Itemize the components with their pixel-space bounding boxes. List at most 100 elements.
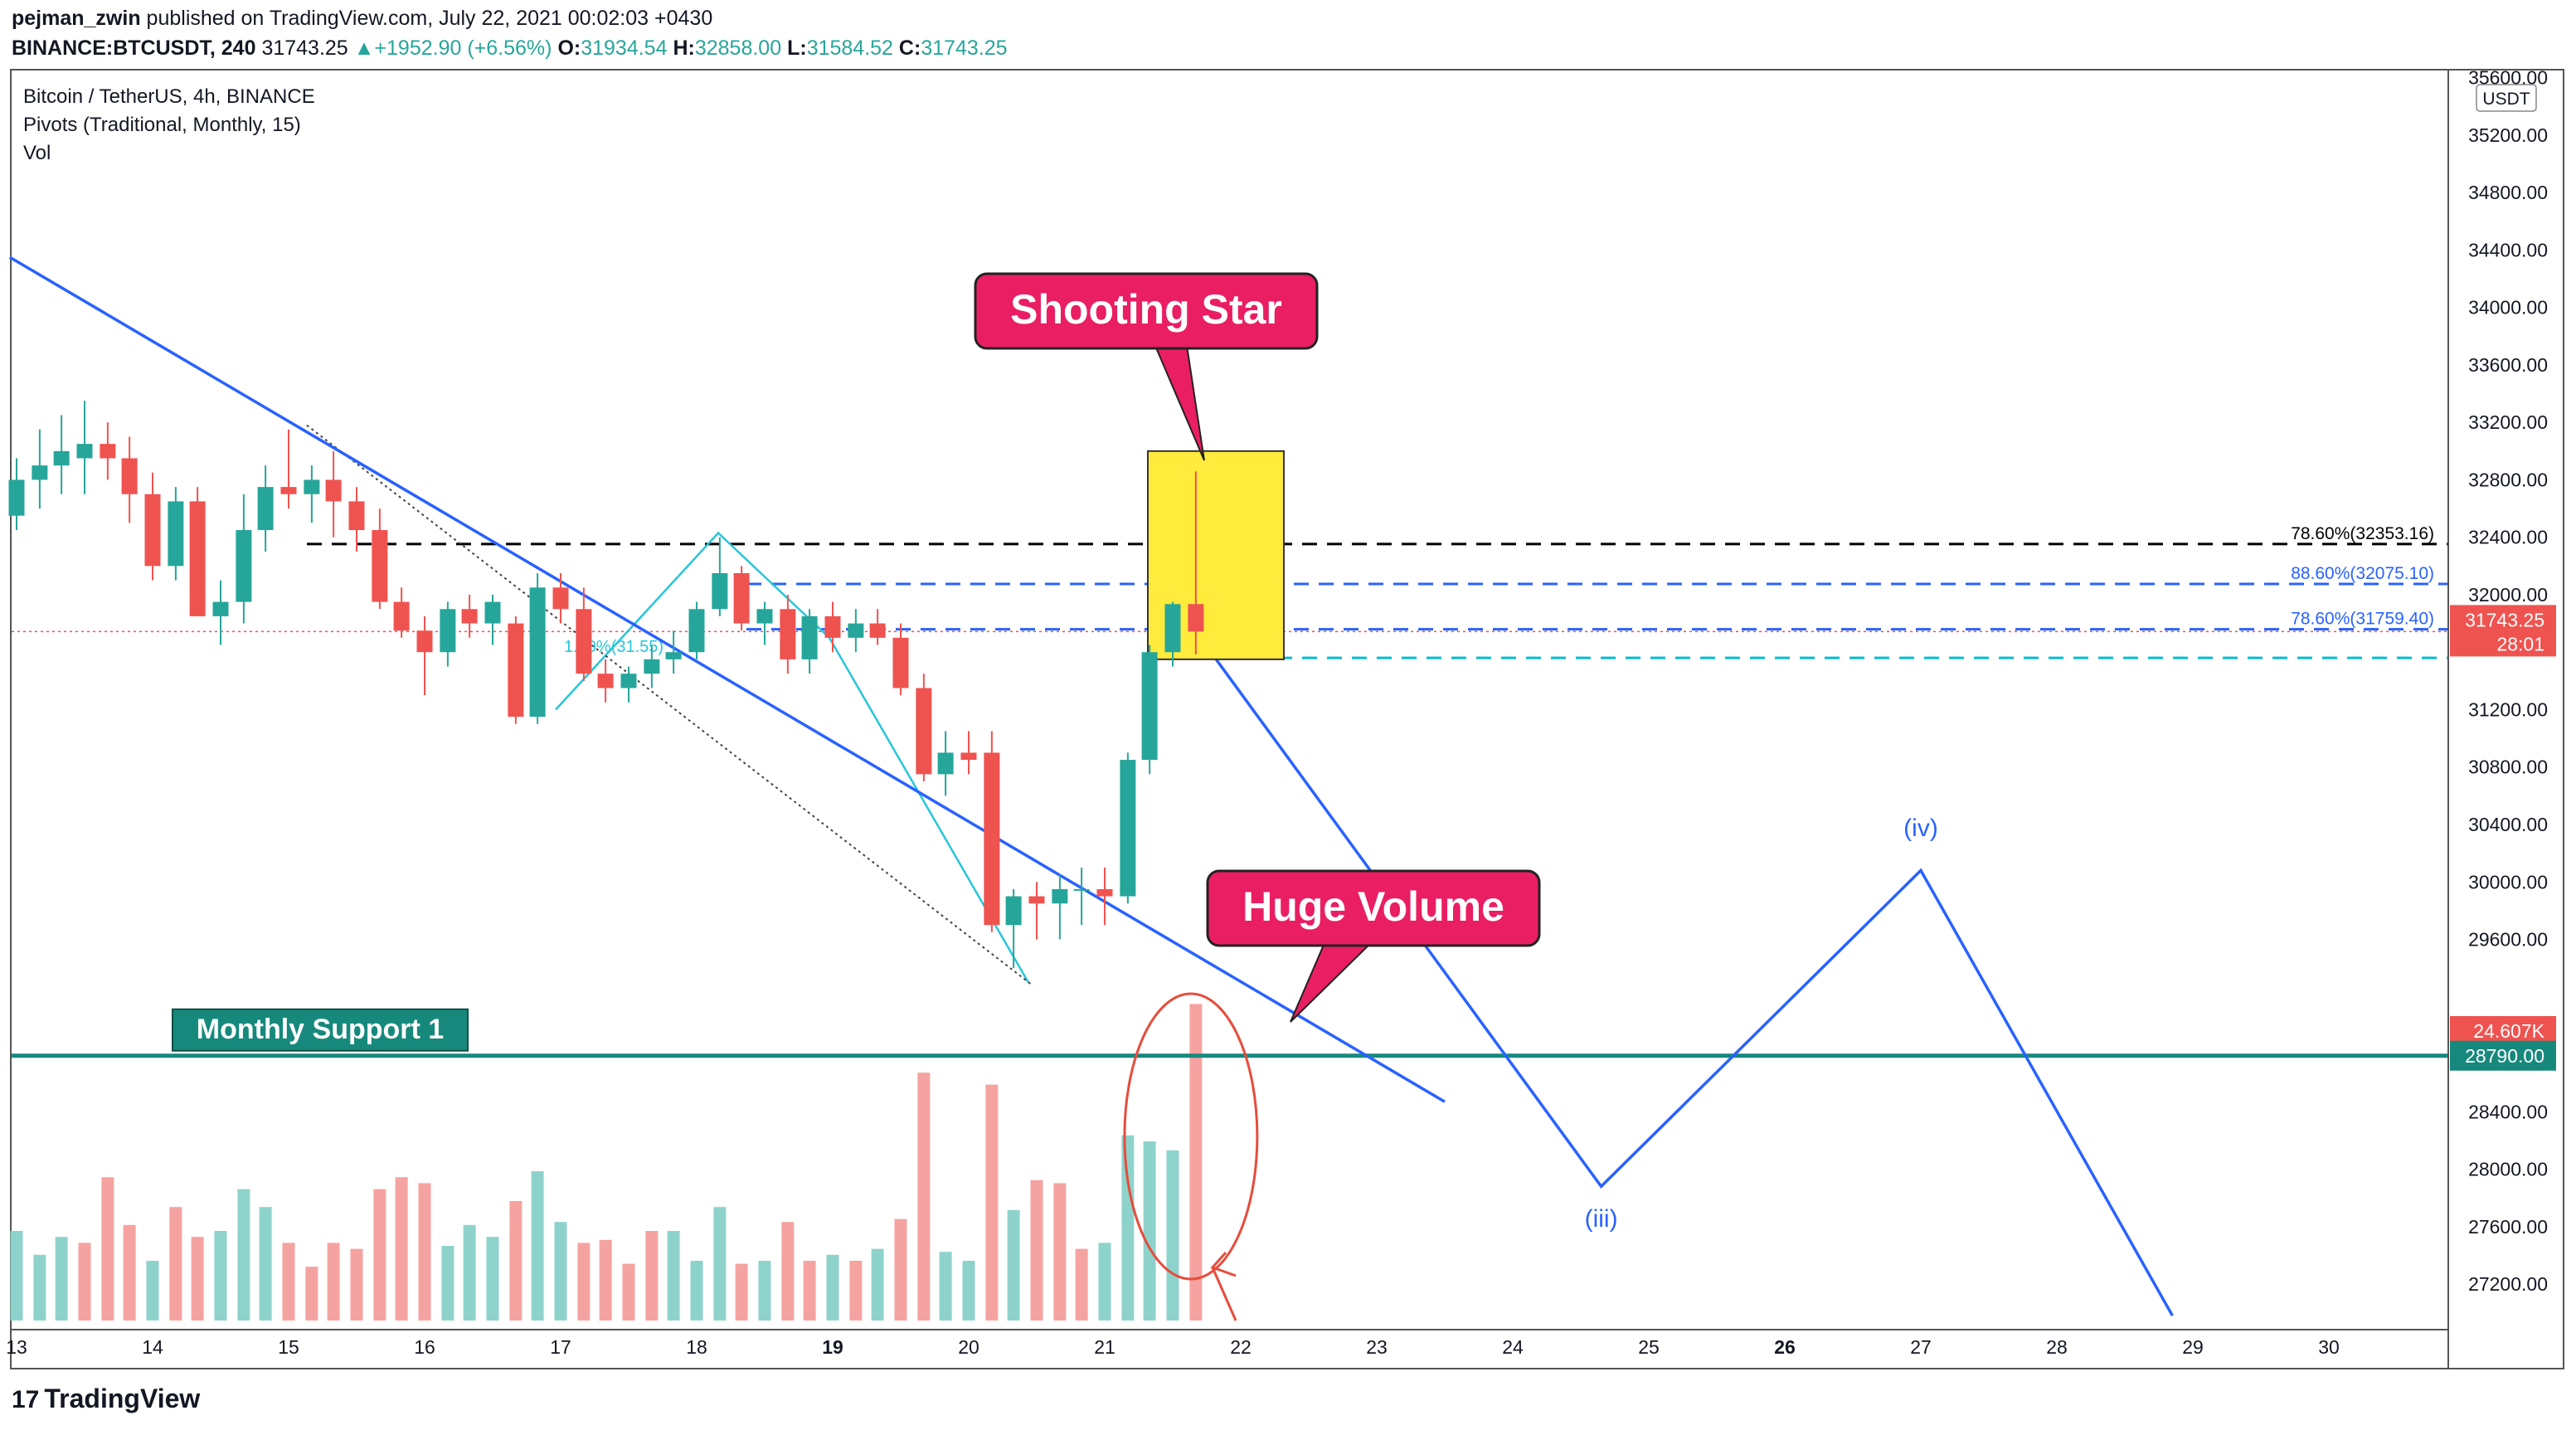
candle-body [8, 479, 25, 516]
volume-bar [395, 1177, 408, 1321]
volume-bar [441, 1246, 454, 1321]
volume-highlight-circle [1123, 992, 1259, 1281]
legend-volume[interactable]: Vol [23, 142, 51, 164]
candle-body [1052, 888, 1068, 904]
candle-body [168, 501, 184, 567]
candle-body [780, 609, 796, 659]
volume-bar [758, 1261, 771, 1321]
time-tick-label: 28 [2046, 1336, 2068, 1358]
candle-body [576, 609, 592, 674]
price-tick-label: 28000.00 [2468, 1159, 2548, 1180]
callout-pointer [1290, 936, 1379, 1023]
volume-bar [713, 1207, 727, 1321]
volume-bar [894, 1218, 907, 1321]
huge-volume-callout [1206, 869, 1541, 947]
currency-badge [2476, 84, 2537, 112]
candle-body [236, 530, 252, 602]
volume-bar [531, 1171, 544, 1321]
candle-body [348, 501, 365, 531]
fib-level-label: 88.60%(32075.10) [2291, 564, 2434, 583]
volume-bar [917, 1072, 931, 1321]
price-tick-label: 33600.00 [2468, 354, 2548, 376]
fib-zigzag [555, 531, 1030, 984]
last-price: 31743.25 [261, 36, 348, 60]
author[interactable]: pejman_zwin [12, 7, 141, 30]
volume-bar [305, 1267, 318, 1321]
volume-bar [10, 1231, 23, 1321]
descending-trendline [8, 255, 1446, 1103]
candle-body [1005, 896, 1022, 926]
volume-bar [803, 1261, 816, 1321]
volume-bar [509, 1201, 522, 1321]
support-price-label: 28790.00 [2465, 1045, 2544, 1067]
volume-bar [237, 1189, 250, 1321]
candle-body [1120, 760, 1136, 897]
volume-bar [101, 1177, 114, 1321]
volume-bar [327, 1243, 340, 1321]
currency-label: USDT [2482, 90, 2530, 109]
volume-bar [418, 1183, 431, 1321]
candle-body [393, 601, 410, 631]
support-annotation-label: Monthly Support 1 [197, 1014, 444, 1045]
volume-bar [667, 1231, 680, 1321]
time-tick-label: 21 [1094, 1336, 1115, 1358]
support-price-marker [2450, 1040, 2556, 1071]
volume-bar [826, 1254, 839, 1321]
huge-volume-label: Huge Volume [1242, 883, 1504, 930]
legend-title[interactable]: Bitcoin / TetherUS, 4h, BINANCE [23, 85, 315, 108]
volume-bar [1166, 1150, 1179, 1321]
candle-body [1096, 888, 1113, 897]
volume-bar [985, 1084, 999, 1321]
price-tick-label: 34800.00 [2468, 182, 2548, 203]
brand-name: TradingView [44, 1384, 201, 1413]
support-annotation-box [172, 1008, 469, 1052]
volume-bar [373, 1189, 386, 1321]
volume-bar [282, 1243, 295, 1321]
volume-bar [577, 1243, 591, 1321]
candle-body [688, 609, 705, 653]
elliott-wave-projection [1194, 630, 2174, 1317]
volume-bar [123, 1224, 136, 1321]
price-tick-label: 28400.00 [2468, 1101, 2548, 1122]
price-tick-label: 27600.00 [2468, 1216, 2548, 1238]
price-tick-label: 32400.00 [2468, 527, 2548, 548]
high-value: 32858.00 [694, 36, 782, 60]
dotted-channel-line [306, 424, 1033, 986]
candle-body [733, 573, 750, 624]
volume-bar [463, 1224, 476, 1321]
time-tick-label: 20 [958, 1336, 979, 1358]
time-tick-label: 13 [6, 1336, 27, 1358]
volume-bar [554, 1222, 567, 1321]
volume-bar [55, 1237, 68, 1321]
time-tick-label: 29 [2182, 1336, 2204, 1358]
indicator-legend: Bitcoin / TetherUS, 4h, BINANCE Pivots (… [23, 83, 315, 168]
candle-body [461, 609, 478, 624]
symbol[interactable]: BINANCE:BTCUSDT, 240 [12, 36, 256, 60]
candle-body [665, 652, 682, 659]
volume-bar [1098, 1243, 1111, 1321]
volume-bar [1075, 1248, 1088, 1321]
volume-bar [169, 1207, 182, 1321]
price-tick-label: 30000.00 [2468, 871, 2548, 893]
time-tick-label: 17 [550, 1336, 571, 1358]
candle-body [372, 530, 388, 602]
volume-bar [214, 1231, 227, 1321]
volume-bar [350, 1248, 363, 1321]
candle-body [1073, 888, 1090, 891]
time-tick-label: 15 [278, 1336, 299, 1358]
time-tick-label: 25 [1638, 1336, 1660, 1358]
time-tick-label: 18 [686, 1336, 707, 1358]
price-tick-label: 30800.00 [2468, 756, 2548, 778]
candle-body [824, 615, 841, 638]
candle-body [121, 458, 138, 494]
close-value: 31743.25 [921, 36, 1008, 60]
volume-arrow-icon [1210, 1252, 1237, 1277]
legend-pivots[interactable]: Pivots (Traditional, Monthly, 15) [23, 114, 301, 136]
price-tick-label: 32800.00 [2468, 469, 2548, 490]
volume-bar [1053, 1183, 1067, 1321]
time-tick-label: 23 [1366, 1336, 1388, 1358]
chart-frame [10, 69, 2564, 1369]
publish-line: pejman_zwin published on TradingView.com… [12, 3, 2002, 33]
candle-body [484, 601, 501, 624]
